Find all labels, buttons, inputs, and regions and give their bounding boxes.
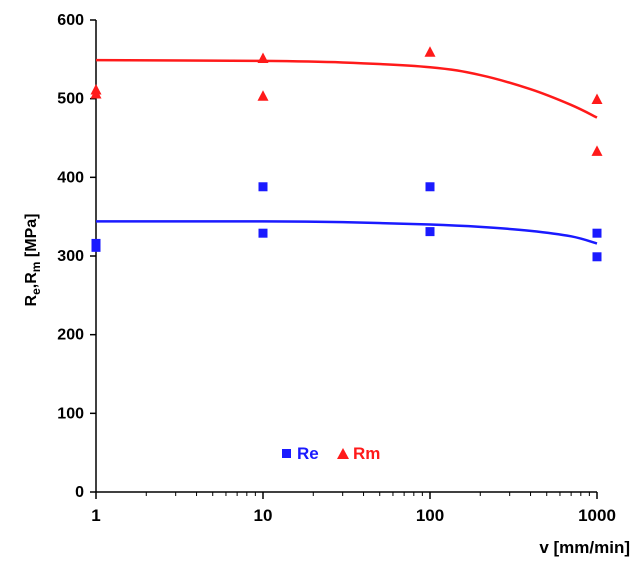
- legend-re-marker: [282, 449, 291, 458]
- point-re: [91, 242, 101, 252]
- y-axis-label-r1: R: [23, 294, 40, 306]
- point-re: [425, 182, 435, 192]
- legend: Re Rm: [282, 444, 380, 463]
- x-axis-label: v [mm/min]: [539, 538, 630, 557]
- point-rm: [90, 87, 102, 99]
- legend-rm-marker: [337, 448, 349, 459]
- y-tick-label: 200: [57, 327, 84, 344]
- point-rm: [591, 93, 603, 104]
- point-rm: [257, 90, 269, 101]
- y-tick-label: 100: [57, 405, 84, 422]
- trend-lines: [95, 58, 598, 245]
- point-rm: [257, 52, 269, 64]
- x-tick-label: 100: [416, 506, 444, 525]
- legend-rm-label: Rm: [353, 444, 380, 463]
- point-re: [592, 252, 602, 262]
- x-tick-label: 1000: [578, 506, 616, 525]
- y-tick-label: 300: [57, 248, 84, 265]
- point-rm: [591, 145, 603, 156]
- point-re: [258, 228, 268, 238]
- point-re: [258, 182, 268, 192]
- trend-line-rm: [95, 58, 598, 119]
- point-re: [592, 228, 602, 238]
- point-re: [425, 227, 435, 237]
- y-tick-label: 500: [57, 91, 84, 108]
- point-rm: [424, 46, 436, 57]
- legend-re-label: Re: [297, 444, 319, 463]
- y-axis-label-sub2: m: [29, 262, 43, 273]
- y-axis-label-sub1: e: [29, 288, 43, 295]
- axes: 0 100 200 300 400 500 600 1 10 100 1000: [57, 12, 616, 525]
- y-tick-label: 600: [57, 12, 84, 29]
- y-tick-label: 400: [57, 169, 84, 186]
- y-axis-label-unit: [MPa]: [23, 214, 40, 262]
- trend-line-re: [95, 220, 598, 245]
- y-axis-label-r2: R: [23, 272, 40, 284]
- y-tick-label: 0: [75, 484, 84, 501]
- x-tick-label: 10: [254, 506, 273, 525]
- data-points: [90, 46, 603, 262]
- y-axis-label-comma: ,: [23, 284, 40, 288]
- x-tick-label: 1: [91, 506, 100, 525]
- y-axis-label: Re,Rm [MPa]: [23, 214, 43, 307]
